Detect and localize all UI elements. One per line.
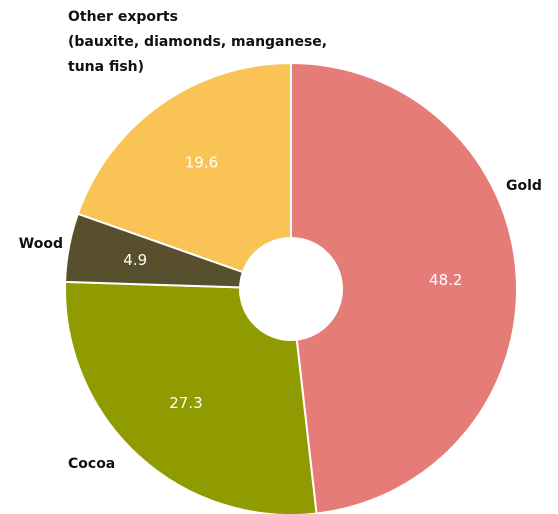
category-label-cocoa: Cocoa xyxy=(68,456,115,472)
value-label-cocoa: 27.3 xyxy=(169,394,202,412)
value-label-gold: 48.2 xyxy=(429,271,462,289)
pie-slice-gold xyxy=(290,61,518,514)
category-label-other: Other exports (bauxite, diamonds, mangane… xyxy=(68,9,327,75)
pie-slice-other xyxy=(76,61,292,274)
value-label-other: 19.6 xyxy=(185,153,218,171)
category-label-wood: Wood xyxy=(19,236,63,252)
pie-slice-cocoa xyxy=(64,280,318,514)
value-label-wood: 4.9 xyxy=(123,251,147,269)
category-label-gold: Gold xyxy=(506,178,542,194)
